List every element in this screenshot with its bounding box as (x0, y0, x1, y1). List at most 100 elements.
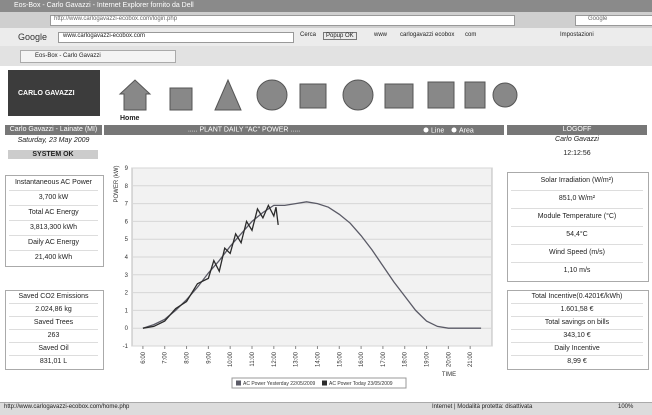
info-value: 3,813,300 kWh (29, 223, 78, 231)
info-value: 831,01 L (39, 357, 68, 365)
clock: 12:12:56 (563, 150, 591, 157)
x-tick-label: 9:00 (206, 351, 212, 363)
x-tick-label: 16:00 (359, 351, 365, 367)
icon-home[interactable] (118, 79, 152, 111)
y-tick-label: 2 (125, 291, 129, 297)
toolbar-button[interactable]: com (465, 32, 477, 38)
y-tick-label: 4 (125, 255, 129, 261)
info-label: Saved CO2 Emissions (18, 292, 89, 300)
x-tick-label: 13:00 (294, 351, 300, 367)
nav-icons (118, 78, 518, 111)
chart: ..... PLANT DAILY "AC" POWER ..... Line … (104, 124, 504, 396)
status-zone: Internet | Modalità protetta: disattivat… (432, 404, 533, 410)
toolbar-button[interactable]: carlogavazzi ecobox (400, 32, 455, 38)
radio-line[interactable] (423, 127, 429, 133)
google-logo: Google (18, 32, 48, 42)
toolbar-button[interactable]: www (374, 32, 387, 38)
info-box (507, 172, 649, 282)
status-url: http://www.carlogavazzi-ecobox.com/home.… (4, 404, 130, 410)
info-label: Instantaneous AC Power (14, 178, 93, 186)
info-label: Daily Incentive (554, 344, 600, 352)
icon-help[interactable] (342, 79, 374, 111)
info-label: Saved Oil (38, 344, 69, 352)
y-tick-label: 3 (125, 273, 129, 279)
legend-label: AC Power Today 23/05/2009 (329, 381, 393, 387)
divider (9, 250, 98, 251)
x-tick-label: 18:00 (403, 351, 409, 367)
status-zoom[interactable]: 100% (618, 404, 634, 410)
y-tick-label: 6 (125, 219, 129, 225)
radio-area[interactable] (451, 127, 457, 133)
y-tick-label: 9 (125, 166, 129, 172)
logoff-button[interactable]: LOGOFF (507, 125, 647, 135)
x-tick-label: 11:00 (250, 351, 256, 366)
divider (9, 220, 98, 221)
divider (511, 244, 643, 245)
divider (9, 303, 98, 304)
divider (511, 262, 643, 263)
info-value: 1,10 m/s (563, 267, 591, 274)
icon-users[interactable] (492, 82, 518, 108)
toolbar-button[interactable]: Cerca (300, 32, 317, 38)
info-label: Daily AC Energy (28, 238, 79, 246)
y-tick-label: 1 (125, 308, 129, 314)
divider (511, 329, 643, 330)
nav-home[interactable]: Home (120, 115, 140, 122)
y-tick-label: 8 (125, 184, 129, 190)
x-axis-label: TIME (442, 372, 456, 378)
legend-label: AC Power Yesterday 22/05/2009 (243, 381, 315, 387)
toolbar-button[interactable]: Impostazioni (560, 32, 594, 38)
x-tick-label: 8:00 (185, 351, 191, 363)
info-label: Total AC Energy (28, 208, 79, 216)
divider (511, 226, 643, 227)
info-value: 8,99 € (567, 357, 587, 365)
chart-title: ..... PLANT DAILY "AC" POWER ..... (188, 127, 300, 134)
option-area[interactable]: Area (459, 128, 474, 135)
info-value: 2.024,86 kg (35, 305, 72, 313)
y-tick-label: 7 (125, 202, 129, 208)
x-tick-label: 6:00 (141, 351, 147, 363)
divider (511, 316, 643, 317)
divider (9, 205, 98, 206)
x-tick-label: 15:00 (337, 351, 343, 367)
option-line[interactable]: Line (431, 128, 444, 135)
divider (511, 208, 643, 209)
icon-chart[interactable] (427, 81, 455, 109)
info-value: 263 (47, 331, 60, 339)
divider (511, 342, 643, 343)
system-status: SYSTEM OK (8, 150, 98, 159)
divider (9, 329, 98, 330)
divider (9, 355, 98, 356)
x-tick-label: 21:00 (468, 351, 474, 367)
icon-globe[interactable] (256, 79, 288, 111)
divider (511, 355, 643, 356)
search-box[interactable]: Google (575, 15, 652, 26)
user: Carlo Gavazzi (555, 136, 599, 143)
divider (9, 190, 98, 191)
toolbar-button[interactable]: Popup OK (323, 32, 357, 40)
title-bar (0, 0, 652, 12)
chart-header (104, 125, 504, 135)
tab[interactable]: Eos-Box - Carlo Gavazzi (20, 50, 176, 63)
icon-docs[interactable] (464, 81, 486, 109)
y-axis-label: POWER (kW) (114, 166, 120, 203)
info-value: 54,4°C (566, 231, 588, 238)
legend-swatch (322, 380, 327, 386)
legend-box (231, 377, 407, 389)
y-tick-label: -1 (123, 344, 129, 350)
google-search[interactable]: www.carlogavazzi-ecobox.com (58, 32, 294, 43)
status-bar (0, 402, 652, 415)
divider (511, 303, 643, 304)
window-title: Eos-Box - Carlo Gavazzi - Internet Explo… (14, 2, 194, 9)
legend-swatch (236, 380, 241, 386)
address-bar[interactable]: http://www.carlogavazzi-ecobox.com/login… (50, 15, 515, 26)
icon-tools[interactable] (384, 83, 414, 109)
x-tick-label: 19:00 (425, 351, 431, 367)
x-tick-label: 14:00 (315, 351, 321, 367)
icon-stats[interactable] (169, 87, 193, 111)
info-value: 21,400 kWh (34, 253, 73, 261)
icon-money[interactable] (299, 83, 327, 109)
info-value: 1.601,58 € (560, 305, 594, 313)
icon-alarm[interactable] (214, 78, 242, 111)
